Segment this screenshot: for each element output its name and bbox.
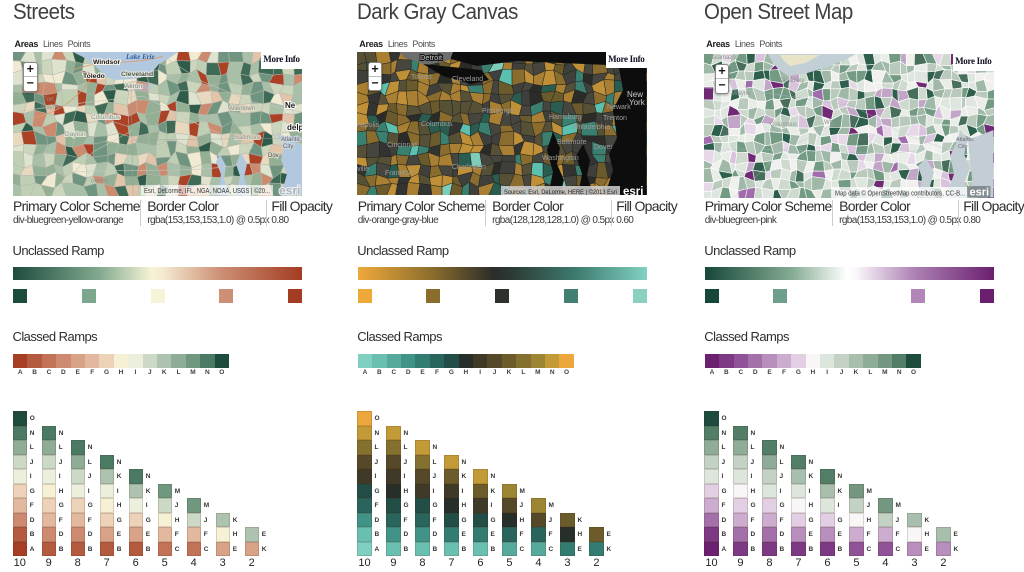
svg-text:Atlantic: Atlantic bbox=[956, 137, 974, 143]
svg-text:Sources: Esri, DeLorme, HERE |: Sources: Esri, DeLorme, HERE | ©2013 Esr… bbox=[504, 188, 617, 196]
svg-text:Columbus: Columbus bbox=[91, 114, 121, 121]
svg-text:City: City bbox=[283, 144, 293, 150]
svg-text:Akron: Akron bbox=[125, 83, 142, 90]
svg-text:Newark: Newark bbox=[607, 104, 631, 111]
svg-text:esri: esri bbox=[279, 184, 300, 196]
svg-text:Detroit: Detroit bbox=[420, 53, 443, 62]
svg-text:Kalamazoo: Kalamazoo bbox=[709, 55, 740, 61]
svg-text:napolis: napolis bbox=[357, 122, 380, 129]
svg-text:Esri, DeLorme, IFL, NGA, NOAA,: Esri, DeLorme, IFL, NGA, NOAA, USGS | ©2… bbox=[144, 187, 270, 195]
svg-text:Atlantic: Atlantic bbox=[281, 137, 301, 143]
svg-text:Wayne: Wayne bbox=[41, 105, 60, 111]
svg-text:Charleston: Charleston bbox=[452, 164, 486, 171]
svg-text:City: City bbox=[958, 144, 968, 150]
svg-text:New: New bbox=[627, 90, 643, 99]
svg-text:York: York bbox=[629, 98, 646, 107]
svg-text:Lake Erie: Lake Erie bbox=[125, 53, 155, 61]
svg-text:esri: esri bbox=[970, 187, 990, 198]
svg-text:Baltimore: Baltimore bbox=[557, 139, 587, 146]
svg-text:Wayne: Wayne bbox=[732, 91, 751, 97]
svg-text:ville: ville bbox=[357, 166, 369, 173]
svg-text:Pittsburgh: Pittsburgh bbox=[482, 108, 514, 115]
svg-text:Dayton: Dayton bbox=[65, 131, 86, 138]
svg-text:Columbus: Columbus bbox=[770, 122, 797, 128]
svg-text:Dover: Dover bbox=[594, 144, 613, 151]
svg-text:Windsor: Windsor bbox=[93, 59, 120, 66]
svg-text:Dov: Dov bbox=[268, 153, 279, 159]
svg-text:Fort: Fort bbox=[43, 97, 54, 103]
svg-text:Map data © OpenStreetMap contr: Map data © OpenStreetMap contributors, C… bbox=[835, 190, 965, 198]
svg-text:Toledo: Toledo bbox=[411, 74, 432, 81]
svg-text:Allentown: Allentown bbox=[229, 106, 255, 112]
svg-text:Cleveland: Cleveland bbox=[121, 71, 153, 78]
svg-text:Whe: Whe bbox=[824, 120, 837, 126]
svg-text:Trenton: Trenton bbox=[603, 115, 627, 122]
svg-text:(arlest): (arlest) bbox=[91, 178, 108, 184]
svg-text:esri: esri bbox=[623, 186, 643, 196]
svg-text:Frankfort: Frankfort bbox=[385, 170, 413, 177]
svg-text:Cleveland: Cleveland bbox=[452, 76, 483, 83]
svg-text:Baltimore: Baltimore bbox=[235, 135, 261, 141]
svg-text:Sandusky: Sandusky bbox=[778, 78, 804, 84]
svg-text:Harrisburg: Harrisburg bbox=[549, 114, 582, 121]
svg-text:delph: delph bbox=[287, 123, 303, 132]
svg-text:Philadelphia: Philadelphia bbox=[572, 124, 610, 131]
svg-text:Toledo: Toledo bbox=[83, 73, 105, 80]
svg-text:Washington: Washington bbox=[542, 155, 579, 162]
svg-text:Cincinnati: Cincinnati bbox=[387, 142, 418, 149]
svg-text:Columbus: Columbus bbox=[421, 121, 453, 128]
svg-text:Ne: Ne bbox=[285, 101, 296, 110]
